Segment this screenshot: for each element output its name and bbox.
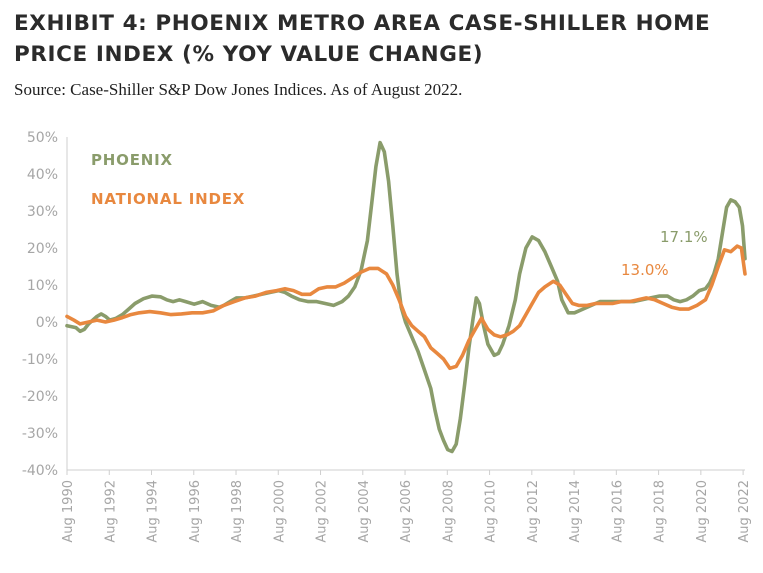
- y-tick-label: -20%: [22, 389, 58, 405]
- y-tick-label: -10%: [22, 352, 58, 368]
- y-tick-label: 20%: [27, 241, 58, 257]
- x-tick-label: Aug 2014: [568, 480, 583, 543]
- series-end-label: 17.1%: [660, 228, 708, 246]
- series-line-national-index: [65, 244, 747, 371]
- x-tick-label: Aug 2022: [737, 480, 752, 543]
- y-tick-label: 30%: [27, 204, 58, 220]
- y-tick-label: 10%: [27, 278, 58, 294]
- x-tick-label: Aug 2004: [357, 480, 372, 543]
- series-layer: [65, 140, 747, 454]
- x-tick-label: Aug 2010: [484, 480, 499, 543]
- x-tick-label: Aug 1996: [188, 480, 203, 543]
- chart-subtitle: Source: Case-Shiller S&P Dow Jones Indic…: [14, 80, 463, 99]
- y-tick-label: 0%: [36, 315, 58, 331]
- y-axis: 50% 40% 30% 20% 10% 0% -10% -20% -30% -40%: [22, 130, 68, 479]
- end-labels: 17.1% 13.0%: [621, 228, 708, 279]
- x-tick-label: Aug 1990: [61, 480, 76, 543]
- y-tick-label: 50%: [27, 130, 58, 146]
- legend-entry: NATIONAL INDEX: [91, 190, 245, 208]
- series-end-label: 13.0%: [621, 261, 669, 279]
- x-tick-label: Aug 2008: [441, 480, 456, 543]
- x-tick-label: Aug 1992: [103, 480, 118, 543]
- legend: PHOENIX NATIONAL INDEX: [91, 151, 245, 208]
- x-tick-label: Aug 1998: [230, 480, 245, 543]
- x-tick-label: Aug 2012: [526, 480, 541, 543]
- y-tick-label: -40%: [22, 463, 58, 479]
- x-tick-label: Aug 1994: [146, 480, 161, 543]
- x-tick-label: Aug 2006: [399, 480, 414, 543]
- x-tick-label: Aug 2000: [272, 480, 287, 543]
- x-tick-label: Aug 2020: [695, 480, 710, 543]
- y-tick-label: 40%: [27, 167, 58, 183]
- x-tick-label: Aug 2002: [315, 480, 330, 543]
- x-tick-label: Aug 2018: [653, 480, 668, 543]
- chart-title: EXHIBIT 4: PHOENIX METRO AREA CASE-SHILL…: [14, 11, 711, 67]
- legend-entry: PHOENIX: [91, 151, 173, 169]
- x-axis: Aug 1990 Aug 1992 Aug 1994 Aug 1996 Aug 1998…: [61, 469, 752, 543]
- x-tick-label: Aug 2016: [610, 480, 625, 543]
- y-tick-label: -30%: [22, 426, 58, 442]
